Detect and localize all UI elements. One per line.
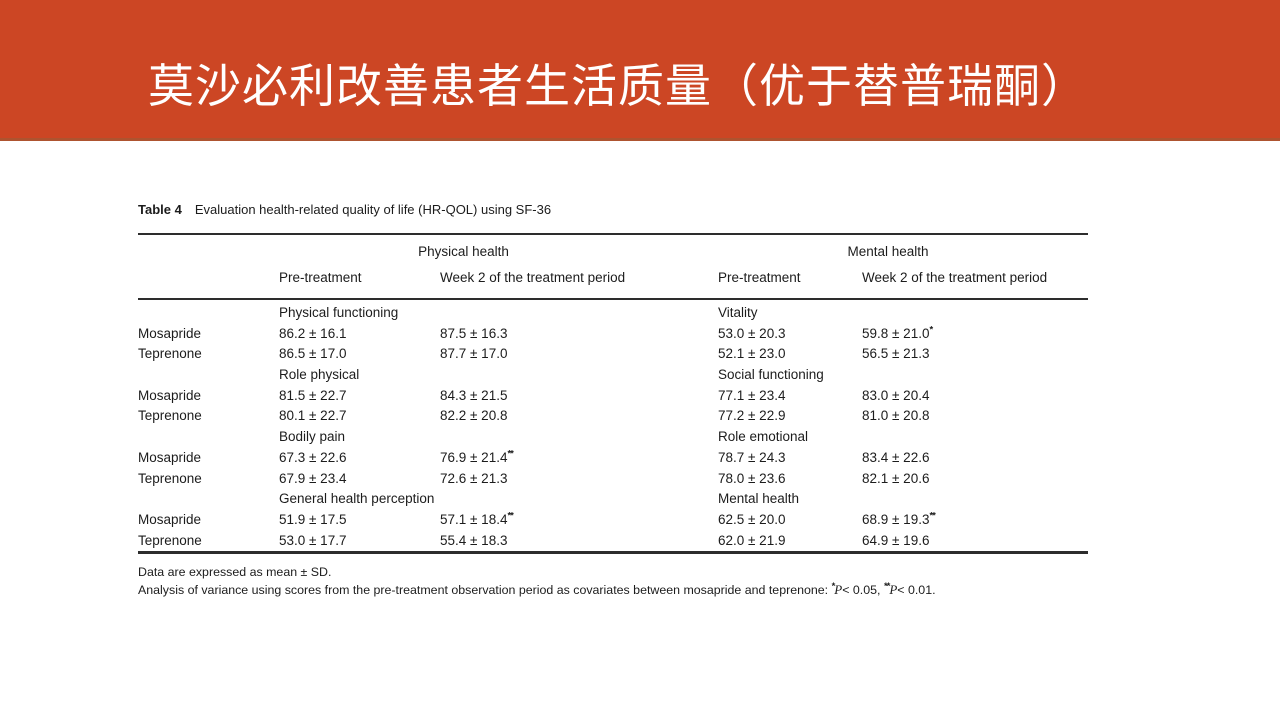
- value-cell: 67.9 ± 23.4: [279, 470, 347, 486]
- section-row: General health perception Mental health: [138, 489, 1088, 510]
- section-label-physical: Physical functioning: [279, 305, 399, 320]
- value-cell: 55.4 ± 18.3: [440, 532, 508, 548]
- value-cell: 57.1 ± 18.4**: [440, 510, 514, 527]
- value-cell: 76.9 ± 21.4**: [440, 448, 514, 465]
- value-cell: 82.1 ± 20.6: [862, 470, 930, 486]
- data-row-mosapride: Mosapride 67.3 ± 22.6 76.9 ± 21.4** 78.7 ± …: [138, 447, 1088, 468]
- empty-corner-cell: [138, 263, 279, 299]
- value-cell: 62.0 ± 21.9: [718, 532, 786, 548]
- significance-mark: **: [507, 448, 513, 460]
- value-cell: 83.4 ± 22.6: [862, 449, 930, 465]
- significance-threshold-2: < 0.01.: [897, 583, 936, 598]
- value-cell: 81.0 ± 20.8: [862, 408, 930, 424]
- section-row: Physical functioning Vitality: [138, 299, 1088, 323]
- drug-name-cell: Teprenone: [138, 532, 202, 548]
- drug-name-cell: Mosapride: [138, 325, 202, 341]
- significance-mark: *: [929, 324, 933, 336]
- table-footnotes: Data are expressed as mean ± SD. Analysi…: [138, 563, 1088, 600]
- section-label-mental: Social functioning: [718, 367, 824, 383]
- section-row: Role physical Social functioning: [138, 365, 1088, 386]
- section-label-mental: Mental health: [718, 491, 800, 507]
- empty-cell: [138, 299, 279, 323]
- significance-mark-2: **: [883, 581, 890, 593]
- value-cell: 78.7 ± 24.3: [718, 449, 786, 465]
- section-label-physical: Bodily pain: [279, 429, 346, 445]
- empty-corner-cell: [138, 234, 279, 263]
- footnote-1: Data are expressed as mean ± SD.: [138, 564, 332, 579]
- value-cell: 86.5 ± 17.0: [279, 346, 347, 362]
- value-cell: 83.0 ± 20.4: [862, 387, 930, 403]
- value-cell: 86.2 ± 16.1: [279, 325, 347, 341]
- significance-mark: **: [507, 510, 513, 522]
- drug-name-cell: Mosapride: [138, 511, 202, 527]
- empty-cell: [138, 427, 279, 448]
- data-row-mosapride: Mosapride 81.5 ± 22.7 84.3 ± 21.5 77.1 ± 23…: [138, 385, 1088, 406]
- significance-mark: **: [929, 510, 935, 522]
- p-symbol-1: P: [834, 582, 843, 598]
- group-header-mental: Mental health: [847, 244, 929, 259]
- empty-cell: [138, 489, 279, 510]
- table-header: Physical health Mental health Pre-treatm…: [138, 234, 1088, 299]
- title-banner: 莫沙必利改善患者生活质量（优于替普瑞酮）: [0, 0, 1280, 141]
- group-header-physical: Physical health: [418, 244, 509, 259]
- col-header-mental-week2: Week 2 of the treatment period: [862, 270, 1048, 285]
- data-row-mosapride: Mosapride 86.2 ± 16.1 87.5 ± 16.3 53.0 ± 20…: [138, 323, 1088, 344]
- data-row-teprenone: Teprenone 67.9 ± 23.4 72.6 ± 21.3 78.0 ± 23…: [138, 468, 1088, 489]
- drug-name-cell: Mosapride: [138, 387, 202, 403]
- significance-mark-1: *: [831, 581, 836, 593]
- value-cell: 56.5 ± 21.3: [862, 346, 930, 362]
- footnote-2: Analysis of variance using scores from t…: [138, 581, 1088, 600]
- value-cell: 77.1 ± 23.4: [718, 387, 786, 403]
- col-header-physical-week2: Week 2 of the treatment period: [440, 270, 626, 285]
- value-cell: 72.6 ± 21.3: [440, 470, 508, 486]
- table-caption-text: Evaluation health-related quality of lif…: [194, 202, 552, 217]
- value-cell: 77.2 ± 22.9: [718, 408, 786, 424]
- value-cell: 64.9 ± 19.6: [862, 532, 930, 548]
- value-cell: 53.0 ± 20.3: [718, 325, 786, 341]
- slide-body: Table 4 Evaluation health-related quality…: [138, 202, 1088, 600]
- value-cell: 67.3 ± 22.6: [279, 449, 347, 465]
- section-row: Bodily pain Role emotional: [138, 427, 1088, 448]
- data-row-teprenone: Teprenone 86.5 ± 17.0 87.7 ± 17.0 52.1 ± 23…: [138, 344, 1088, 365]
- col-header-physical-pretreatment: Pre-treatment: [279, 270, 362, 285]
- value-cell: 81.5 ± 22.7: [279, 387, 347, 403]
- table-caption: Table 4 Evaluation health-related quality…: [138, 202, 1088, 218]
- value-cell: 68.9 ± 19.3**: [862, 510, 936, 527]
- drug-name-cell: Teprenone: [138, 470, 202, 486]
- section-label-physical: General health perception: [279, 491, 435, 507]
- drug-name-cell: Teprenone: [138, 408, 202, 424]
- p-symbol-2: P: [889, 582, 898, 598]
- value-cell: 87.5 ± 16.3: [440, 325, 508, 341]
- data-row-mosapride: Mosapride 51.9 ± 17.5 57.1 ± 18.4** 62.5 ± …: [138, 509, 1088, 530]
- section-label-mental: Role emotional: [718, 429, 809, 445]
- value-cell: 78.0 ± 23.6: [718, 470, 786, 486]
- value-cell: 59.8 ± 21.0*: [862, 324, 933, 341]
- table-caption-label: Table 4: [138, 202, 182, 217]
- value-cell: 84.3 ± 21.5: [440, 387, 508, 403]
- table-body: Physical functioning Vitality Mosapride 86.…: [138, 299, 1088, 552]
- footnote-2-text: Analysis of variance using scores from t…: [138, 583, 829, 598]
- significance-threshold-1: < 0.05,: [842, 583, 881, 598]
- drug-name-cell: Teprenone: [138, 346, 202, 362]
- table-figure: Table 4 Evaluation health-related quality…: [138, 202, 1088, 600]
- hrqol-table: Physical health Mental health Pre-treatm…: [138, 233, 1088, 554]
- value-cell: 82.2 ± 20.8: [440, 408, 508, 424]
- slide-title: 莫沙必利改善患者生活质量（优于替普瑞酮）: [148, 61, 1088, 112]
- value-cell: 62.5 ± 20.0: [718, 511, 786, 527]
- drug-name-cell: Mosapride: [138, 449, 202, 465]
- value-cell: 51.9 ± 17.5: [279, 511, 347, 527]
- value-cell: 87.7 ± 17.0: [440, 346, 508, 362]
- value-cell: 80.1 ± 22.7: [279, 408, 347, 424]
- data-row-teprenone: Teprenone 53.0 ± 17.7 55.4 ± 18.3 62.0 ± 21…: [138, 530, 1088, 552]
- group-header-row: Physical health Mental health: [138, 234, 1088, 263]
- section-label-mental: Vitality: [718, 305, 758, 320]
- column-header-row: Pre-treatment Week 2 of the treatment pe…: [138, 263, 1088, 299]
- value-cell: 52.1 ± 23.0: [718, 346, 786, 362]
- empty-cell: [138, 365, 279, 386]
- value-cell: 53.0 ± 17.7: [279, 532, 347, 548]
- section-label-physical: Role physical: [279, 367, 360, 383]
- col-header-mental-pretreatment: Pre-treatment: [718, 270, 801, 285]
- data-row-teprenone: Teprenone 80.1 ± 22.7 82.2 ± 20.8 77.2 ± 22…: [138, 406, 1088, 427]
